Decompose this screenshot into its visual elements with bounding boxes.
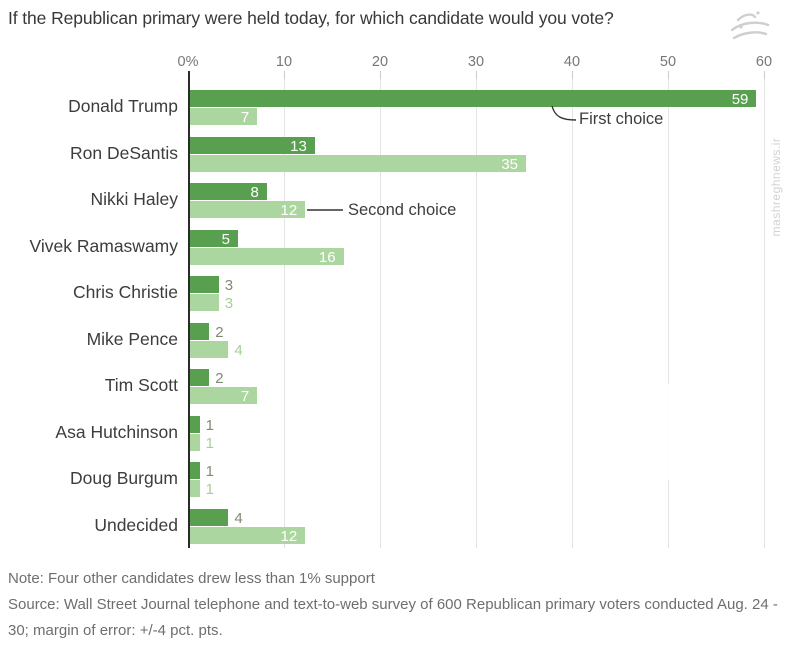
bar-second-choice-nikki-haley — [190, 201, 306, 218]
category-label-asa-hutchinson: Asa Hutchinson — [55, 421, 178, 442]
value-label-second-choice-vivek-ramaswamy: 16 — [318, 248, 336, 266]
site-watermark-text: mashreghnews.ir — [769, 137, 783, 237]
bar-second-choice-donald-trump — [190, 108, 258, 125]
gridline-10 — [284, 79, 285, 548]
bar-second-choice-asa-hutchinson — [190, 433, 200, 451]
gridline-40 — [572, 79, 573, 548]
category-label-donald-trump: Donald Trump — [68, 96, 178, 116]
bar-first-choice-doug-burgum — [190, 462, 200, 479]
y-axis-line — [188, 79, 190, 548]
bar-first-choice-chris-christie — [190, 276, 219, 293]
x-axis-tick-label: 20 — [371, 54, 389, 70]
x-axis-tick-mark — [764, 71, 765, 79]
x-axis-tick-label: 0% — [177, 54, 199, 70]
x-axis-tick-label: 60 — [755, 54, 773, 70]
gridline-30 — [476, 79, 477, 548]
value-label-first-choice-undecided: 4 — [234, 509, 243, 527]
value-label-first-choice-doug-burgum: 1 — [205, 463, 214, 480]
value-label-second-choice-donald-trump: 7 — [240, 109, 250, 126]
value-label-second-choice-tim-scott: 7 — [240, 388, 250, 405]
category-label-chris-christie: Chris Christie — [72, 282, 178, 302]
value-label-second-choice-asa-hutchinson: 1 — [205, 434, 214, 452]
x-axis-tick-label: 30 — [467, 54, 485, 70]
bar-first-choice-vivek-ramaswamy — [190, 229, 238, 247]
mashregh-news-logo-icon — [730, 11, 770, 40]
x-axis-tick-label: 10 — [275, 54, 293, 70]
bar-second-choice-vivek-ramaswamy — [190, 247, 344, 265]
value-label-first-choice-ron-desantis: 13 — [290, 137, 307, 155]
chart-note: Note: Four other candidates drew less th… — [8, 570, 375, 587]
bar-first-choice-asa-hutchinson — [190, 415, 200, 433]
category-label-vivek-ramaswamy: Vivek Ramaswamy — [29, 235, 178, 256]
value-label-first-choice-tim-scott: 2 — [215, 370, 224, 387]
value-label-first-choice-nikki-haley: 8 — [250, 184, 259, 201]
value-label-second-choice-undecided: 12 — [280, 527, 298, 545]
category-label-doug-burgum: Doug Burgum — [70, 468, 178, 488]
bar-first-choice-nikki-haley — [190, 183, 267, 200]
x-axis-tick-mark — [380, 71, 381, 79]
value-label-first-choice-vivek-ramaswamy: 5 — [221, 230, 230, 248]
bar-chart: First choice Second choice 0% 10 20 30 40 50 6… — [29, 54, 773, 548]
bar-second-choice-doug-burgum — [190, 480, 200, 497]
x-axis-tick-mark — [476, 71, 477, 79]
bar-second-choice-chris-christie — [190, 294, 219, 311]
value-label-second-choice-nikki-haley: 12 — [280, 202, 298, 219]
annotation-first-choice: First choice — [579, 110, 664, 128]
bar-first-choice-mike-pence — [190, 322, 210, 340]
bar-second-choice-undecided — [190, 526, 306, 544]
value-label-first-choice-donald-trump: 59 — [731, 91, 749, 108]
category-label-nikki-haley: Nikki Haley — [90, 189, 178, 209]
watermark-blob — [598, 384, 702, 480]
bar-first-choice-tim-scott — [190, 369, 210, 386]
bar-first-choice-ron-desantis — [190, 136, 315, 154]
x-axis-tick-mark — [668, 71, 669, 79]
bar-second-choice-mike-pence — [190, 340, 229, 358]
chart-footnotes: Note: Four other candidates drew less th… — [8, 566, 786, 644]
gridline-50 — [668, 79, 669, 548]
category-label-tim-scott: Tim Scott — [104, 375, 178, 395]
gridline-20 — [380, 79, 381, 548]
chart-source: Source: Wall Street Journal telephone an… — [8, 596, 778, 639]
value-label-first-choice-chris-christie: 3 — [224, 277, 234, 294]
value-label-first-choice-asa-hutchinson: 1 — [205, 416, 214, 434]
chart-title: If the Republican primary were held toda… — [8, 8, 614, 28]
x-axis-tick-label: 50 — [659, 54, 677, 70]
bar-first-choice-undecided — [190, 508, 229, 526]
bar-second-choice-tim-scott — [190, 387, 258, 404]
gridline-60 — [764, 79, 765, 548]
bar-second-choice-ron-desantis — [190, 154, 526, 172]
annotation-second-choice: Second choice — [348, 201, 457, 219]
x-axis-tick-label: 40 — [563, 54, 581, 70]
value-label-second-choice-mike-pence: 4 — [234, 341, 243, 359]
value-label-second-choice-doug-burgum: 1 — [205, 481, 214, 498]
x-axis-tick-mark — [188, 71, 190, 79]
bar-first-choice-donald-trump — [190, 90, 757, 107]
category-label-ron-desantis: Ron DeSantis — [70, 142, 178, 163]
x-axis-tick-mark — [572, 71, 573, 79]
value-label-second-choice-ron-desantis: 35 — [501, 155, 518, 173]
x-axis-tick-mark — [284, 71, 285, 79]
category-label-undecided: Undecided — [94, 514, 178, 535]
value-label-first-choice-mike-pence: 2 — [215, 323, 224, 341]
category-label-mike-pence: Mike Pence — [86, 328, 178, 349]
value-label-second-choice-chris-christie: 3 — [224, 295, 234, 312]
